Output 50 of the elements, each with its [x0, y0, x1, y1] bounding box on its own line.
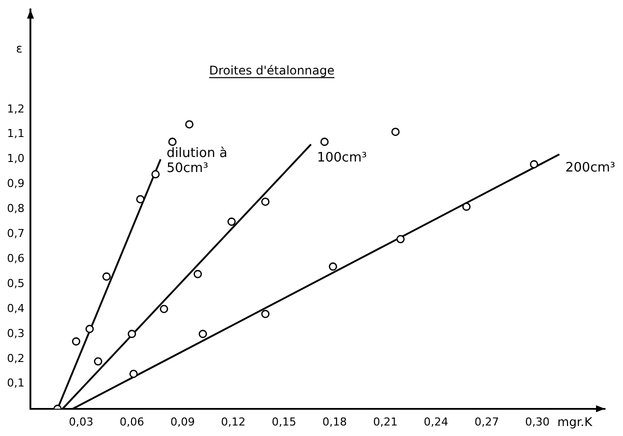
- y-tick-label: 0,8: [6, 202, 24, 216]
- x-axis-title: mgr.K: [557, 414, 594, 429]
- y-tick-label: 1,0: [6, 152, 24, 166]
- x-tick-label: 0,09: [170, 415, 195, 428]
- y-tick-label: 0,9: [6, 177, 24, 190]
- point: [168, 138, 177, 146]
- point: [85, 324, 94, 334]
- point: [136, 195, 144, 204]
- point: [462, 202, 471, 211]
- series-label: dilution à 50cm³: [166, 146, 228, 176]
- point: [185, 120, 194, 129]
- x-tick-label: 0,12: [221, 415, 246, 428]
- point: [151, 170, 160, 178]
- point: [530, 160, 538, 168]
- series-label: 200cm³: [565, 160, 616, 176]
- point: [391, 128, 400, 136]
- y-tick-label: 0,3: [6, 326, 24, 340]
- point: [72, 337, 80, 346]
- point: [94, 357, 102, 366]
- series-label: 100cm³: [316, 150, 367, 166]
- y-tick-label: 0,7: [6, 227, 24, 240]
- y-tick-label: 0,4: [6, 302, 24, 315]
- point: [261, 310, 270, 318]
- y-axis-title: ε: [16, 42, 22, 56]
- y-tick-label: 0,5: [6, 276, 24, 290]
- x-tick-label: 0,15: [272, 415, 296, 428]
- point: [328, 262, 338, 271]
- x-tick-label: 0,03: [68, 415, 94, 428]
- x-tick-label: 0,30: [525, 415, 550, 428]
- point: [227, 218, 236, 226]
- point: [396, 234, 405, 244]
- x-tick-label: 0,06: [120, 415, 144, 428]
- text: Droites d'étalonnage: [209, 64, 334, 78]
- y-tick-label: 0,1: [6, 376, 24, 390]
- x-tick-label: 0,21: [373, 415, 398, 428]
- point: [128, 330, 136, 338]
- y-tick-label: 1,2: [6, 102, 24, 116]
- point: [102, 272, 111, 281]
- x-tick-label: 0,18: [322, 415, 347, 428]
- point: [320, 138, 329, 146]
- point: [261, 198, 270, 206]
- y-tick-label: 0,6: [6, 252, 24, 265]
- y-tick-label: 0,2: [6, 352, 24, 365]
- point: [160, 304, 168, 314]
- y-tick-label: 1,1: [6, 127, 24, 140]
- point: [129, 370, 138, 378]
- x-tick-label: 0,24: [424, 415, 448, 428]
- x-tick-label: 0,27: [474, 415, 499, 428]
- point: [198, 330, 207, 338]
- point: [194, 270, 202, 278]
